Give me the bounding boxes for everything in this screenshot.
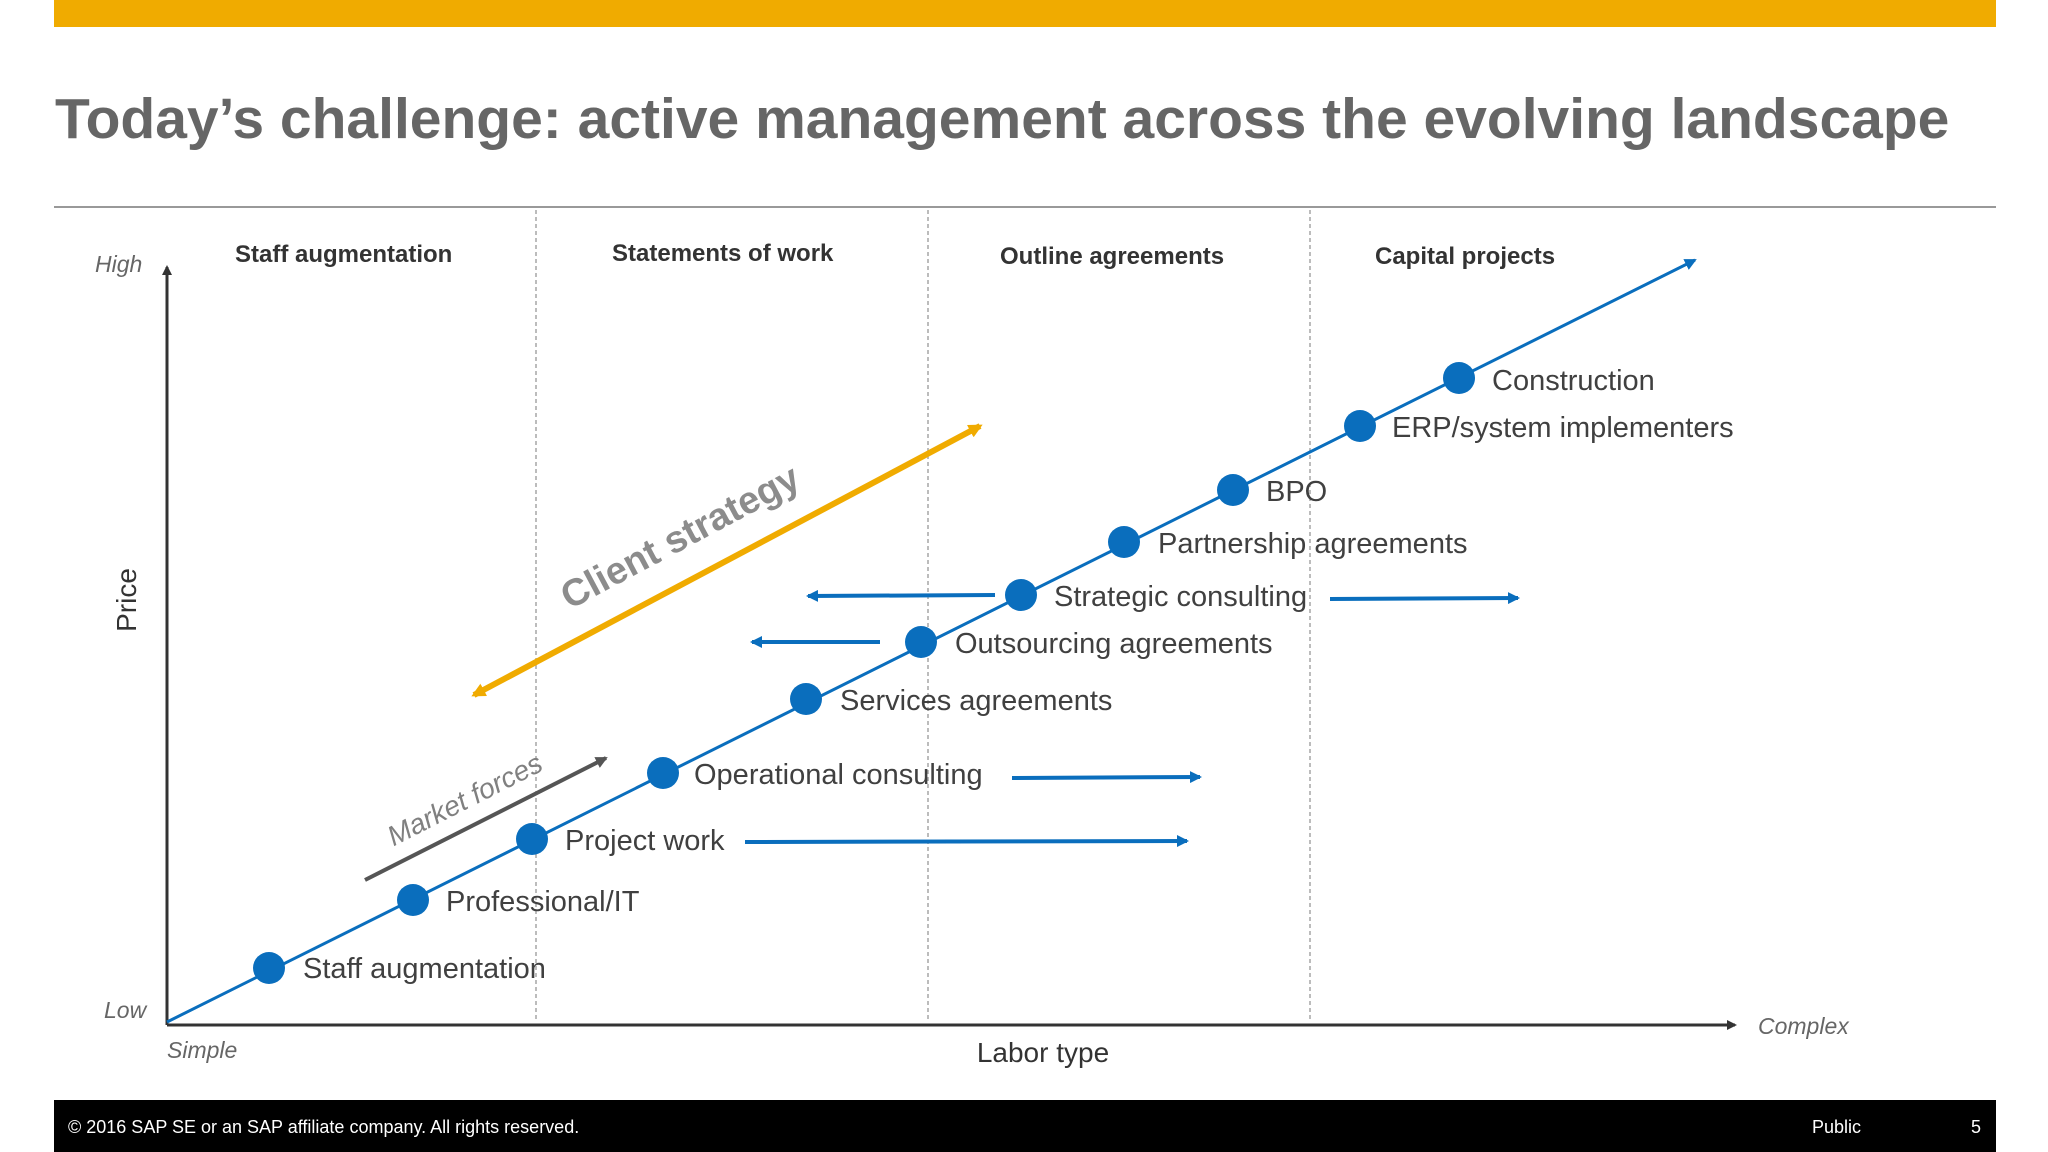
point-label-partnership-agreements: Partnership agreements	[1158, 528, 1468, 560]
point-label-erp-system-implementers: ERP/system implementers	[1392, 412, 1734, 444]
column-heading-capital-projects: Capital projects	[1375, 243, 1555, 270]
footer-bar: © 2016 SAP SE or an SAP affiliate compan…	[54, 1100, 1996, 1152]
data-point	[1108, 526, 1140, 558]
data-point	[790, 683, 822, 715]
data-point	[397, 884, 429, 916]
column-heading-staff-augmentation: Staff augmentation	[235, 241, 452, 268]
data-point	[1005, 579, 1037, 611]
x-axis-title: Labor type	[977, 1037, 1109, 1068]
point-label-project-work: Project work	[565, 825, 725, 857]
shift-left-arrow	[806, 589, 996, 602]
point-label-outsourcing-agreements: Outsourcing agreements	[955, 628, 1273, 660]
y-axis-high-label: High	[95, 251, 142, 277]
data-point	[1443, 362, 1475, 394]
data-point	[1344, 410, 1376, 442]
point-label-staff-augmentation: Staff augmentation	[303, 953, 546, 985]
data-point	[516, 823, 548, 855]
data-point	[905, 626, 937, 658]
point-label-services-agreements: Services agreements	[840, 685, 1112, 717]
title-divider	[54, 206, 1996, 208]
shift-right-arrow	[1329, 592, 1520, 605]
page-number: 5	[1971, 1117, 1982, 1137]
copyright-text: © 2016 SAP SE or an SAP affiliate compan…	[68, 1117, 580, 1137]
data-point	[253, 952, 285, 984]
point-label-operational-consulting: Operational consulting	[694, 759, 983, 791]
y-axis-title: Price	[111, 568, 142, 632]
y-axis-low-label: Low	[104, 997, 148, 1023]
x-axis-complex-label: Complex	[1758, 1013, 1850, 1039]
column-heading-outline-agreements: Outline agreements	[1000, 243, 1224, 270]
shift-right-arrow	[1011, 771, 1202, 784]
top-accent-bar	[54, 0, 1996, 27]
column-heading-statements-of-work: Statements of work	[612, 240, 834, 267]
shift-right-arrow	[744, 835, 1189, 848]
point-label-professional-it: Professional/IT	[446, 886, 640, 918]
point-label-strategic-consulting: Strategic consulting	[1054, 581, 1307, 613]
labor-landscape-diagram: Staff augmentation Statements of work Ou…	[95, 210, 1850, 1068]
point-label-bpo: BPO	[1266, 476, 1327, 508]
data-point	[1217, 474, 1249, 506]
data-point	[647, 757, 679, 789]
client-strategy-arrow	[471, 423, 983, 698]
slide-title: Today’s challenge: active management acr…	[55, 87, 1950, 151]
market-forces-arrow	[364, 756, 608, 882]
classification-label: Public	[1812, 1117, 1862, 1137]
x-axis-simple-label: Simple	[167, 1037, 237, 1063]
point-label-construction: Construction	[1492, 365, 1655, 397]
